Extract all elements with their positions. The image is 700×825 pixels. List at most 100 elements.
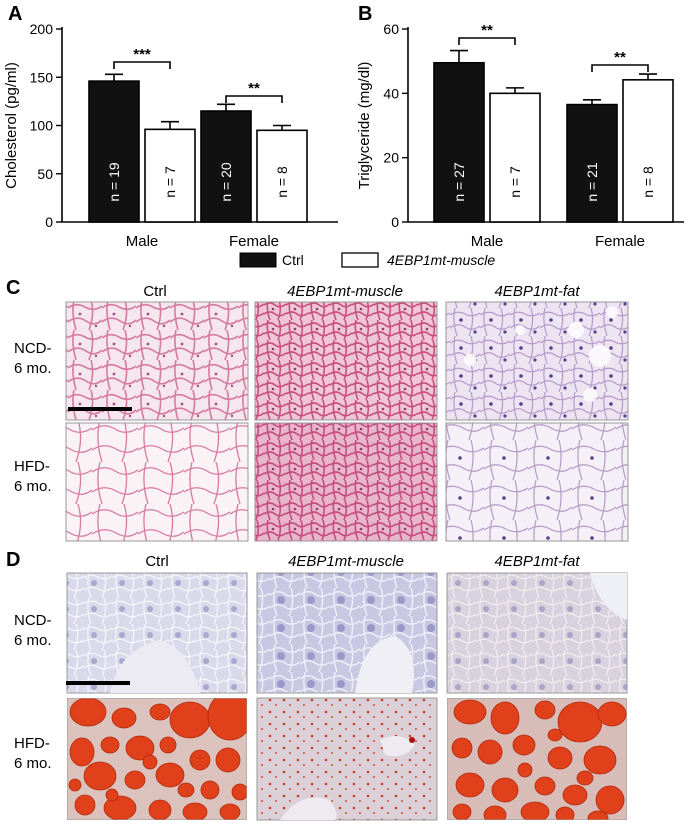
lipid-droplet (512, 734, 536, 756)
row-label-d-ncd-2: 6 mo. (14, 632, 52, 649)
lipid-droplet (587, 810, 609, 820)
lipid-droplet (557, 701, 603, 743)
lipid-droplet (148, 799, 172, 820)
lipid-droplet (491, 777, 519, 803)
micrograph-c-ncd-ctrl (65, 301, 249, 421)
lipid-droplet (207, 698, 247, 741)
n-label: n = 19 (106, 162, 122, 202)
col-label-d-muscle: 4EBP1mt-muscle (288, 553, 404, 570)
micrograph-d-ncd-fat (446, 572, 628, 694)
lipid-droplet (597, 701, 627, 727)
micrograph-d-hfd-ctrl (67, 698, 247, 820)
micrograph-d-hfd-muscle (256, 697, 438, 821)
lipid-droplet (455, 772, 485, 798)
micrograph-c-ncd-fat (445, 301, 629, 421)
row-label-d-hfd-2: 6 mo. (14, 755, 52, 772)
y-tick-label: 100 (30, 118, 54, 134)
bar (144, 128, 196, 223)
lipid-droplet (547, 746, 573, 770)
col-label-c-ctrl: Ctrl (143, 283, 166, 300)
lipid-droplet (68, 778, 82, 792)
col-label-c-fat: 4EBP1mt-fat (494, 283, 580, 300)
micrograph-c-hfd-fat (445, 422, 629, 542)
significance-label: ** (248, 80, 260, 97)
legend-swatch-ctrl (239, 252, 277, 268)
col-label-c-muscle: 4EBP1mt-muscle (287, 283, 403, 300)
lipid-droplet (200, 780, 220, 800)
n-label: n = 8 (640, 166, 656, 198)
lipid-droplet (124, 770, 146, 790)
y-tick-label: 50 (37, 166, 53, 182)
y-tick-label: 0 (391, 214, 399, 230)
lipid-droplet (169, 701, 211, 739)
lipid-droplet (490, 701, 520, 735)
lipid-droplet (534, 776, 556, 796)
lipid-droplet (562, 784, 588, 806)
significance-bracket (113, 61, 171, 69)
lipid-droplet (547, 728, 563, 742)
row-label-c-hfd-1: HFD- (14, 458, 50, 475)
panel-label-b: B (358, 3, 372, 25)
category-label: Male (126, 233, 159, 250)
lipid-droplet (231, 783, 247, 801)
significance-bracket (591, 64, 649, 72)
lipid-droplet (105, 788, 119, 802)
lipid-droplet (583, 745, 617, 775)
lipid-droplet (555, 806, 575, 820)
bar (622, 79, 674, 223)
lipid-droplet (189, 749, 211, 771)
bar (489, 92, 541, 223)
lipid-droplet (517, 762, 533, 778)
y-tick-label: 60 (383, 21, 399, 37)
n-label: n = 8 (274, 166, 290, 198)
lipid-droplet (149, 703, 171, 721)
category-label: Female (595, 233, 645, 250)
lipid-droplet (215, 747, 241, 773)
bar (88, 80, 140, 223)
lipid-droplet (520, 801, 550, 820)
category-label: Female (229, 233, 279, 250)
lipid-droplet (177, 782, 195, 798)
bar (433, 61, 485, 223)
chart-b: Triglyceride (mg/dl) 0 20 40 60 n = 27 n = 7 Ma… (356, 21, 684, 250)
significance-bracket (225, 95, 283, 103)
lipid-droplet (595, 785, 625, 815)
row-label-d-ncd-1: NCD- (14, 612, 52, 629)
significance-bracket (458, 37, 516, 45)
y-tick-label: 200 (30, 21, 54, 37)
n-label: n = 7 (162, 166, 178, 198)
row-label-c-ncd-2: 6 mo. (14, 360, 52, 377)
micrograph-d-ncd-ctrl (66, 572, 248, 694)
lipid-droplet (534, 700, 556, 720)
row-label-d-hfd-1: HFD- (14, 735, 50, 752)
legend: Ctrl 4EBP1mt-muscle (239, 252, 495, 268)
scale-bar (68, 407, 132, 411)
lipid-droplet (111, 707, 137, 729)
n-label: n = 7 (507, 166, 523, 198)
micrograph-c-hfd-ctrl (65, 422, 249, 542)
lipid-droplet (69, 698, 107, 727)
col-label-d-ctrl: Ctrl (145, 553, 168, 570)
lipid-droplet (155, 762, 185, 788)
lipid-droplet (100, 736, 120, 754)
lipid-droplet (453, 699, 487, 725)
row-label-c-ncd-1: NCD- (14, 340, 52, 357)
legend-label-ctrl: Ctrl (282, 252, 304, 268)
row-label-c-hfd-2: 6 mo. (14, 478, 52, 495)
n-label: n = 21 (584, 162, 600, 202)
micrograph-d-hfd-fat (447, 698, 627, 820)
y-tick-label: 20 (383, 150, 399, 166)
y-tick-label: 150 (30, 69, 54, 85)
chart-a: Cholesterol (pg/ml) 0 50 100 150 200 n = 19 n =… (3, 21, 338, 250)
lipid-droplet (74, 794, 96, 816)
lipid-droplet (576, 770, 594, 786)
panel-label-a: A (8, 3, 22, 25)
n-label: n = 20 (218, 162, 234, 202)
y-axis-label: Triglyceride (mg/dl) (356, 62, 373, 190)
panel-label-d: D (6, 549, 20, 571)
lipid-droplet (103, 795, 137, 820)
col-label-d-fat: 4EBP1mt-fat (494, 553, 580, 570)
lipid-droplet (483, 805, 507, 820)
significance-label: ** (614, 49, 626, 66)
